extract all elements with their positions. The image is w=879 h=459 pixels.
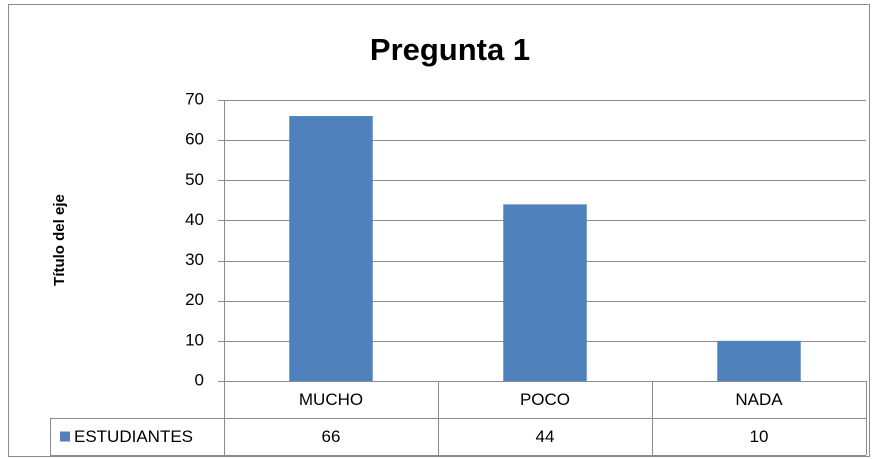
y-tick-label: 20 <box>185 290 204 309</box>
legend-swatch <box>60 431 70 442</box>
y-tick-label: 10 <box>185 330 204 349</box>
bar <box>289 116 373 382</box>
table-value: 44 <box>536 427 555 446</box>
y-axis-title: Título del eje <box>51 194 68 286</box>
table-value: 66 <box>322 427 341 446</box>
y-tick-label: 0 <box>195 370 204 389</box>
x-tick-label: NADA <box>735 390 783 409</box>
y-tick-label: 60 <box>185 130 204 149</box>
table-value: 10 <box>750 427 769 446</box>
x-tick-label: MUCHO <box>299 390 363 409</box>
legend-label: ESTUDIANTES <box>74 427 193 446</box>
chart-title: Pregunta 1 <box>370 32 530 67</box>
bar <box>717 340 801 381</box>
bar <box>503 204 587 381</box>
y-tick-label: 30 <box>185 250 204 269</box>
y-tick-label: 40 <box>185 210 204 229</box>
y-tick-label: 70 <box>185 89 204 108</box>
y-tick-label: 50 <box>185 170 204 189</box>
x-tick-label: POCO <box>520 390 570 409</box>
